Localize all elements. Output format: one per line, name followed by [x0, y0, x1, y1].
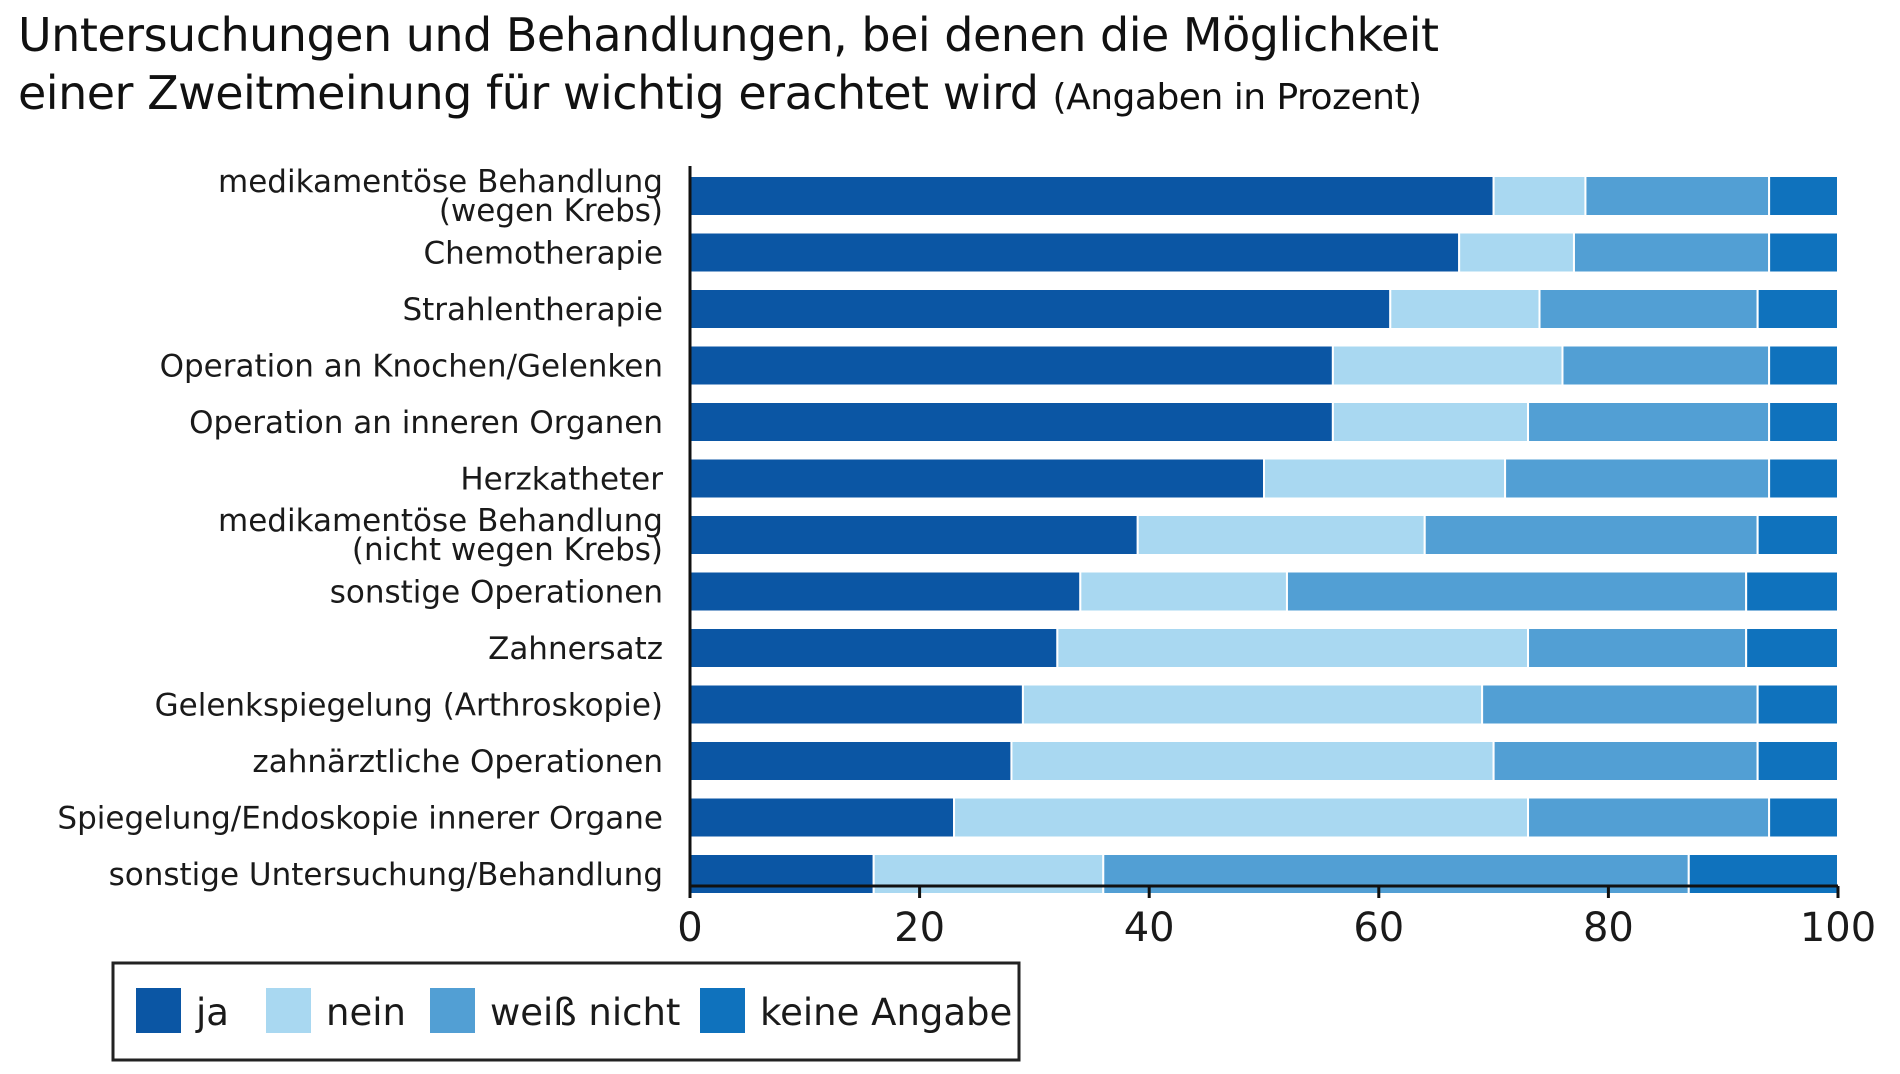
- bar-segment-1-1: [689, 175, 1495, 217]
- bar-segment-10-1: [689, 683, 1024, 726]
- x-tick-label: 40: [1124, 905, 1175, 951]
- legend-box: [111, 961, 1021, 1062]
- bar-segment-6-3: [1504, 457, 1771, 500]
- bar-segment-9-4: [1745, 627, 1840, 669]
- category-labels-group: medikamentöse Behandlung (wegen Krebs)Che…: [57, 164, 663, 893]
- bar-segment-12-2: [953, 796, 1530, 839]
- bar-segment-2-3: [1572, 231, 1771, 274]
- bar-segment-4-2: [1331, 344, 1564, 387]
- bar-segment-9-3: [1527, 627, 1748, 669]
- bar-segment-7-3: [1423, 514, 1759, 556]
- x-tick-label: 0: [677, 905, 702, 951]
- title-line-2-text: einer Zweitmeinung für wichtig erachtet …: [18, 66, 1039, 120]
- bar-segment-3-2: [1389, 288, 1541, 330]
- bar-segment-2-1: [689, 231, 1461, 274]
- x-tick-label: 60: [1353, 905, 1404, 951]
- category-label: Spiegelung/Endoskopie innerer Organe: [57, 801, 663, 837]
- legend-swatch: [700, 988, 745, 1033]
- bar-segment-9-1: [689, 627, 1059, 669]
- category-label: Chemotherapie: [423, 236, 663, 272]
- bar-segment-1-3: [1584, 175, 1771, 217]
- chart-subtitle: (Angaben in Prozent): [1052, 77, 1423, 118]
- legend-label: keine Angabe: [760, 991, 1012, 1034]
- bar-segment-6-4: [1768, 457, 1839, 500]
- x-tick-label: 80: [1583, 905, 1634, 951]
- bar-segment-4-3: [1561, 344, 1771, 387]
- bar-segment-11-1: [689, 740, 1013, 782]
- bar-segment-13-4: [1687, 853, 1840, 895]
- category-label: sonstige Untersuchung/Behandlung: [109, 857, 663, 893]
- category-label: Gelenkspiegelung (Arthroskopie): [155, 688, 663, 724]
- bar-segment-13-3: [1102, 853, 1690, 895]
- category-label: medikamentöse Behandlung (nicht wegen Kre…: [218, 503, 663, 568]
- bar-segment-13-2: [872, 853, 1105, 895]
- bar-segment-11-4: [1756, 740, 1840, 782]
- category-label-line: (nicht wegen Krebs): [352, 532, 663, 568]
- bar-segment-10-2: [1021, 683, 1484, 726]
- bar-segment-4-4: [1768, 344, 1839, 387]
- category-label: sonstige Operationen: [330, 575, 663, 611]
- bar-segment-5-1: [689, 401, 1334, 443]
- bar-segment-10-4: [1756, 683, 1840, 726]
- bar-segment-7-2: [1136, 514, 1426, 556]
- bar-segment-11-2: [1010, 740, 1495, 782]
- bar-segment-8-1: [689, 570, 1082, 613]
- chart-title: Untersuchungen und Behandlungen, bei den…: [18, 6, 1898, 127]
- category-label: Zahnersatz: [488, 631, 663, 667]
- category-label: Herzkatheter: [460, 462, 663, 498]
- bar-segment-8-2: [1079, 570, 1288, 613]
- bar-segment-3-4: [1756, 288, 1840, 330]
- category-label-line: medikamentöse Behandlung: [218, 164, 663, 200]
- bar-segment-4-1: [689, 344, 1334, 387]
- title-line-1: Untersuchungen und Behandlungen, bei den…: [18, 8, 1439, 62]
- bar-segment-11-3: [1492, 740, 1759, 782]
- legend-swatch: [136, 988, 181, 1033]
- legend-swatch: [430, 988, 475, 1033]
- bar-segment-7-1: [689, 514, 1139, 556]
- bar-segment-12-3: [1527, 796, 1771, 839]
- bar-segment-8-3: [1285, 570, 1748, 613]
- bar-segment-1-2: [1492, 175, 1587, 217]
- bar-segment-5-2: [1331, 401, 1530, 443]
- title-line-2: einer Zweitmeinung für wichtig erachtet …: [18, 64, 1898, 127]
- category-label: Operation an inneren Organen: [189, 405, 663, 441]
- legend-swatch: [266, 988, 311, 1033]
- bar-segment-13-1: [689, 853, 875, 895]
- bar-segment-7-4: [1756, 514, 1840, 556]
- bar-segment-5-4: [1768, 401, 1839, 443]
- bar-segment-2-2: [1458, 231, 1575, 274]
- bar-segment-6-1: [689, 457, 1265, 500]
- bar-segment-12-4: [1768, 796, 1839, 839]
- category-label: zahnärztliche Operationen: [252, 744, 663, 780]
- category-label: Strahlentherapie: [402, 292, 663, 328]
- legend-label: weiß nicht: [490, 991, 680, 1034]
- bar-segment-6-2: [1263, 457, 1507, 500]
- bar-segment-3-1: [689, 288, 1392, 330]
- legend-label: nein: [326, 991, 406, 1034]
- bars-group: [689, 175, 1840, 895]
- bar-segment-1-4: [1768, 175, 1839, 217]
- bar-segment-3-3: [1538, 288, 1759, 330]
- category-label-line: (wegen Krebs): [439, 193, 663, 229]
- bar-segment-10-3: [1481, 683, 1759, 726]
- bar-segment-9-2: [1056, 627, 1530, 669]
- x-tick-label: 20: [894, 905, 945, 951]
- bar-segment-5-3: [1527, 401, 1771, 443]
- category-label: Operation an Knochen/Gelenken: [160, 349, 663, 385]
- category-label: medikamentöse Behandlung (wegen Krebs): [218, 164, 663, 229]
- bar-segment-12-1: [689, 796, 956, 839]
- category-label-line: medikamentöse Behandlung: [218, 503, 663, 539]
- legend: ja nein weiß nicht keine Angabe: [111, 961, 1021, 1062]
- bar-segment-2-4: [1768, 231, 1839, 274]
- legend-label: ja: [195, 991, 229, 1034]
- x-tick-label: 100: [1800, 905, 1876, 951]
- bar-segment-8-4: [1745, 570, 1840, 613]
